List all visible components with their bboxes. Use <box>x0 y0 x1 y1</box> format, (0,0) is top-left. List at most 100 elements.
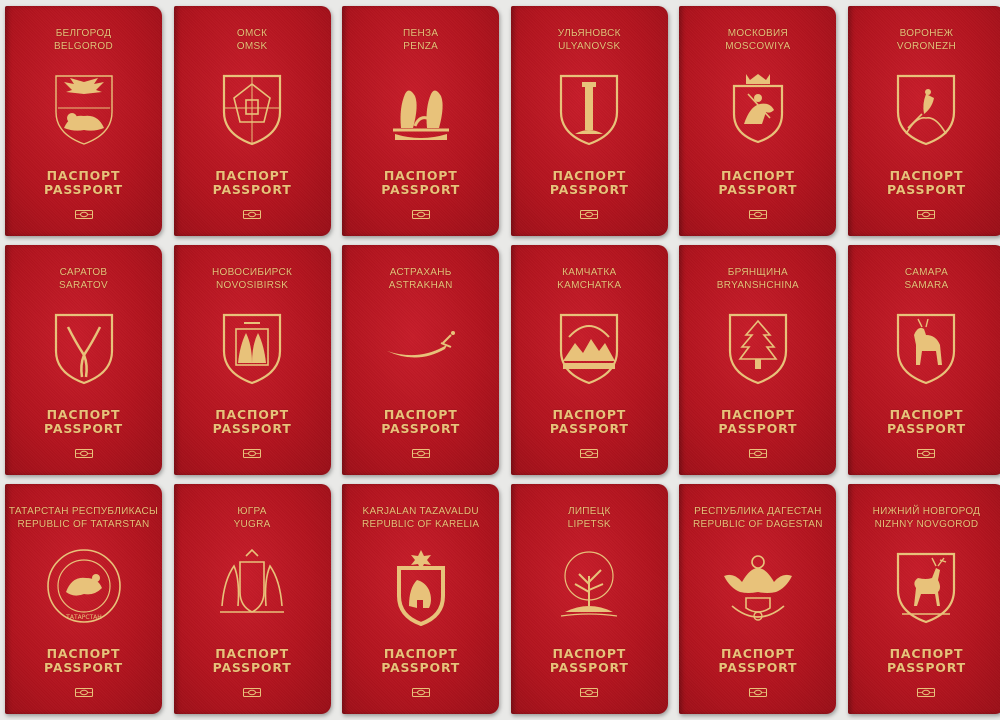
fir-tree-shield-icon <box>718 307 798 387</box>
region-name-native: БЕЛГОРОД <box>55 28 112 39</box>
passport-title-ru: ПАСПОРТ <box>215 407 289 422</box>
biometric-chip-icon <box>748 210 767 219</box>
sables-shield-icon <box>212 307 292 387</box>
passport-cover-samara: САМАРА SAMARA ПАСПОРТ PASSPORT <box>847 245 1000 475</box>
passport-cover-republic-of-tatarstan: ТАТАРСТАН РЕСПУБЛИКАСЫ REPUBLIC OF TATAR… <box>5 484 162 714</box>
biometric-chip-icon <box>411 210 430 219</box>
saint-george-shield-icon <box>718 68 798 148</box>
passport-cover-moscowiya: МОСКОВИЯ MOSCOWIYA ПАСПОРТ PASSPORT <box>679 6 837 236</box>
passport-title-en: PASSPORT <box>44 421 123 436</box>
biometric-chip-icon <box>243 449 262 458</box>
region-name-latin: REPUBLIC OF KARELIA <box>361 519 480 530</box>
goat-shield-icon <box>886 307 966 387</box>
passport-title-en: PASSPORT <box>212 182 292 197</box>
biometric-chip-icon <box>411 688 430 697</box>
passport-title-ru: ПАСПОРТ <box>46 646 121 661</box>
passport-title-en: PASSPORT <box>549 660 629 675</box>
passport-title-ru: ПАСПОРТ <box>46 407 121 422</box>
region-name-latin: LIPETSK <box>567 519 611 530</box>
region-name-latin: MOSCOWIYA <box>725 41 791 52</box>
biometric-chip-icon <box>580 210 599 219</box>
biometric-chip-icon <box>74 210 93 219</box>
biometric-chip-icon <box>74 688 93 697</box>
snow-leopard-seal-icon: ТАТАРСТАН <box>44 546 124 626</box>
region-name-native: РЕСПУБЛИКА ДАГЕСТАН <box>694 506 822 517</box>
biometric-chip-icon <box>917 688 936 697</box>
passport-cover-lipetsk: ЛИПЕЦК LIPETSK ПАСПОРТ PASSPORT <box>510 484 668 714</box>
biometric-chip-icon <box>917 449 936 458</box>
deer-shield-icon <box>886 546 966 626</box>
biometric-chip-icon <box>748 449 767 458</box>
passport-title-ru: ПАСПОРТ <box>889 646 964 661</box>
passport-cover-republic-of-dagestan: РЕСПУБЛИКА ДАГЕСТАН REPUBLIC OF DAGESTAN… <box>679 484 837 714</box>
region-name-native: УЛЬЯНОВСК <box>557 28 621 39</box>
passport-title-en: PASSPORT <box>887 660 966 675</box>
passport-title-ru: ПАСПОРТ <box>721 646 795 661</box>
passport-cover-voronezh: ВОРОНЕЖ VORONEZH ПАСПОРТ PASSPORT <box>847 6 1000 236</box>
region-name-native: САМАРА <box>904 267 949 278</box>
sables-coat-of-arms-icon <box>212 546 292 626</box>
column-shield-icon <box>549 68 629 148</box>
passport-title-ru: ПАСПОРТ <box>215 168 289 183</box>
region-name-native: ПЕНЗА <box>403 28 439 39</box>
linden-tree-icon <box>549 546 629 626</box>
passport-title-ru: ПАСПОРТ <box>383 168 458 183</box>
biometric-chip-icon <box>243 210 262 219</box>
region-name-native: МОСКОВИЯ <box>727 28 789 39</box>
passport-cover-saratov: САРАТОВ SARATOV ПАСПОРТ PASSPORT <box>5 245 162 475</box>
passport-title-en: PASSPORT <box>887 182 966 197</box>
region-name-native: САРАТОВ <box>59 267 108 278</box>
region-name-latin: NOVOSIBIRSK <box>215 280 289 291</box>
passport-cover-belgorod: БЕЛГОРОД BELGOROD ПАСПОРТ PASSPORT <box>5 6 162 236</box>
passport-cover-nizhny-novgorod: НИЖНИЙ НОВГОРОД NIZHNY NOVGOROD ПАСПОРТ … <box>847 484 1000 714</box>
passport-title-ru: ПАСПОРТ <box>383 646 458 661</box>
region-name-native: ОМСК <box>236 28 268 39</box>
passport-title-en: PASSPORT <box>212 421 292 436</box>
bear-shield-icon <box>381 546 461 627</box>
fortress-shield-icon <box>212 68 292 148</box>
region-name-native: АСТРАХАНЬ <box>389 267 452 278</box>
region-name-native: НИЖНИЙ НОВГОРОД <box>872 506 981 517</box>
passport-title-ru: ПАСПОРТ <box>552 646 627 661</box>
passport-title-en: PASSPORT <box>212 660 292 675</box>
volcanoes-icon <box>549 307 629 387</box>
region-name-native: БРЯНЩИНА <box>727 267 789 278</box>
passport-title-en: PASSPORT <box>718 182 798 197</box>
passport-cover-kamchatka: КАМЧАТКА KAMCHATKA ПАСПОРТ PASSPORT <box>510 245 668 475</box>
region-name-native: ЛИПЕЦК <box>567 506 611 517</box>
region-name-latin: VORONEZH <box>896 41 956 52</box>
passport-title-ru: ПАСПОРТ <box>721 407 795 422</box>
region-name-latin: PENZA <box>403 41 439 52</box>
passport-cover-ulyanovsk: УЛЬЯНОВСК ULYANOVSK ПАСПОРТ PASSPORT <box>510 6 668 236</box>
passport-title-en: PASSPORT <box>718 421 798 436</box>
region-name-latin: ASTRAKHAN <box>388 280 453 291</box>
passport-title-ru: ПАСПОРТ <box>383 407 458 422</box>
biometric-chip-icon <box>748 688 767 697</box>
region-name-latin: YUGRA <box>233 519 271 530</box>
region-name-native: КАМЧАТКА <box>562 267 617 278</box>
passport-title-en: PASSPORT <box>381 660 461 675</box>
region-name-latin: NIZHNY NOVGOROD <box>874 519 979 530</box>
passport-title-en: PASSPORT <box>44 660 123 675</box>
saber-icon <box>381 307 461 387</box>
biometric-chip-icon <box>580 688 599 697</box>
passport-title-ru: ПАСПОРТ <box>721 168 795 183</box>
region-name-latin: SAMARA <box>904 280 949 291</box>
region-name-native: ВОРОНЕЖ <box>899 28 954 39</box>
passport-title-en: PASSPORT <box>381 182 461 197</box>
seal-text: ТАТАРСТАН <box>65 614 102 621</box>
biometric-chip-icon <box>580 449 599 458</box>
passport-title-ru: ПАСПОРТ <box>215 646 289 661</box>
passport-title-ru: ПАСПОРТ <box>46 168 121 183</box>
region-name-latin: BRYANSHCHINA <box>716 280 799 291</box>
region-name-latin: OMSK <box>236 41 268 52</box>
biometric-chip-icon <box>74 449 93 458</box>
passport-cover-astrakhan: АСТРАХАНЬ ASTRAKHAN ПАСПОРТ PASSPORT <box>342 245 500 475</box>
biometric-chip-icon <box>243 688 262 697</box>
passport-cover-republic-of-karelia: KARJALAN TAZAVALDU REPUBLIC OF KARELIA П… <box>342 484 500 714</box>
passport-title-en: PASSPORT <box>44 182 123 197</box>
passport-title-en: PASSPORT <box>381 421 461 436</box>
passport-title-en: PASSPORT <box>718 660 798 675</box>
passport-title-ru: ПАСПОРТ <box>889 168 964 183</box>
passport-title-ru: ПАСПОРТ <box>889 407 964 422</box>
